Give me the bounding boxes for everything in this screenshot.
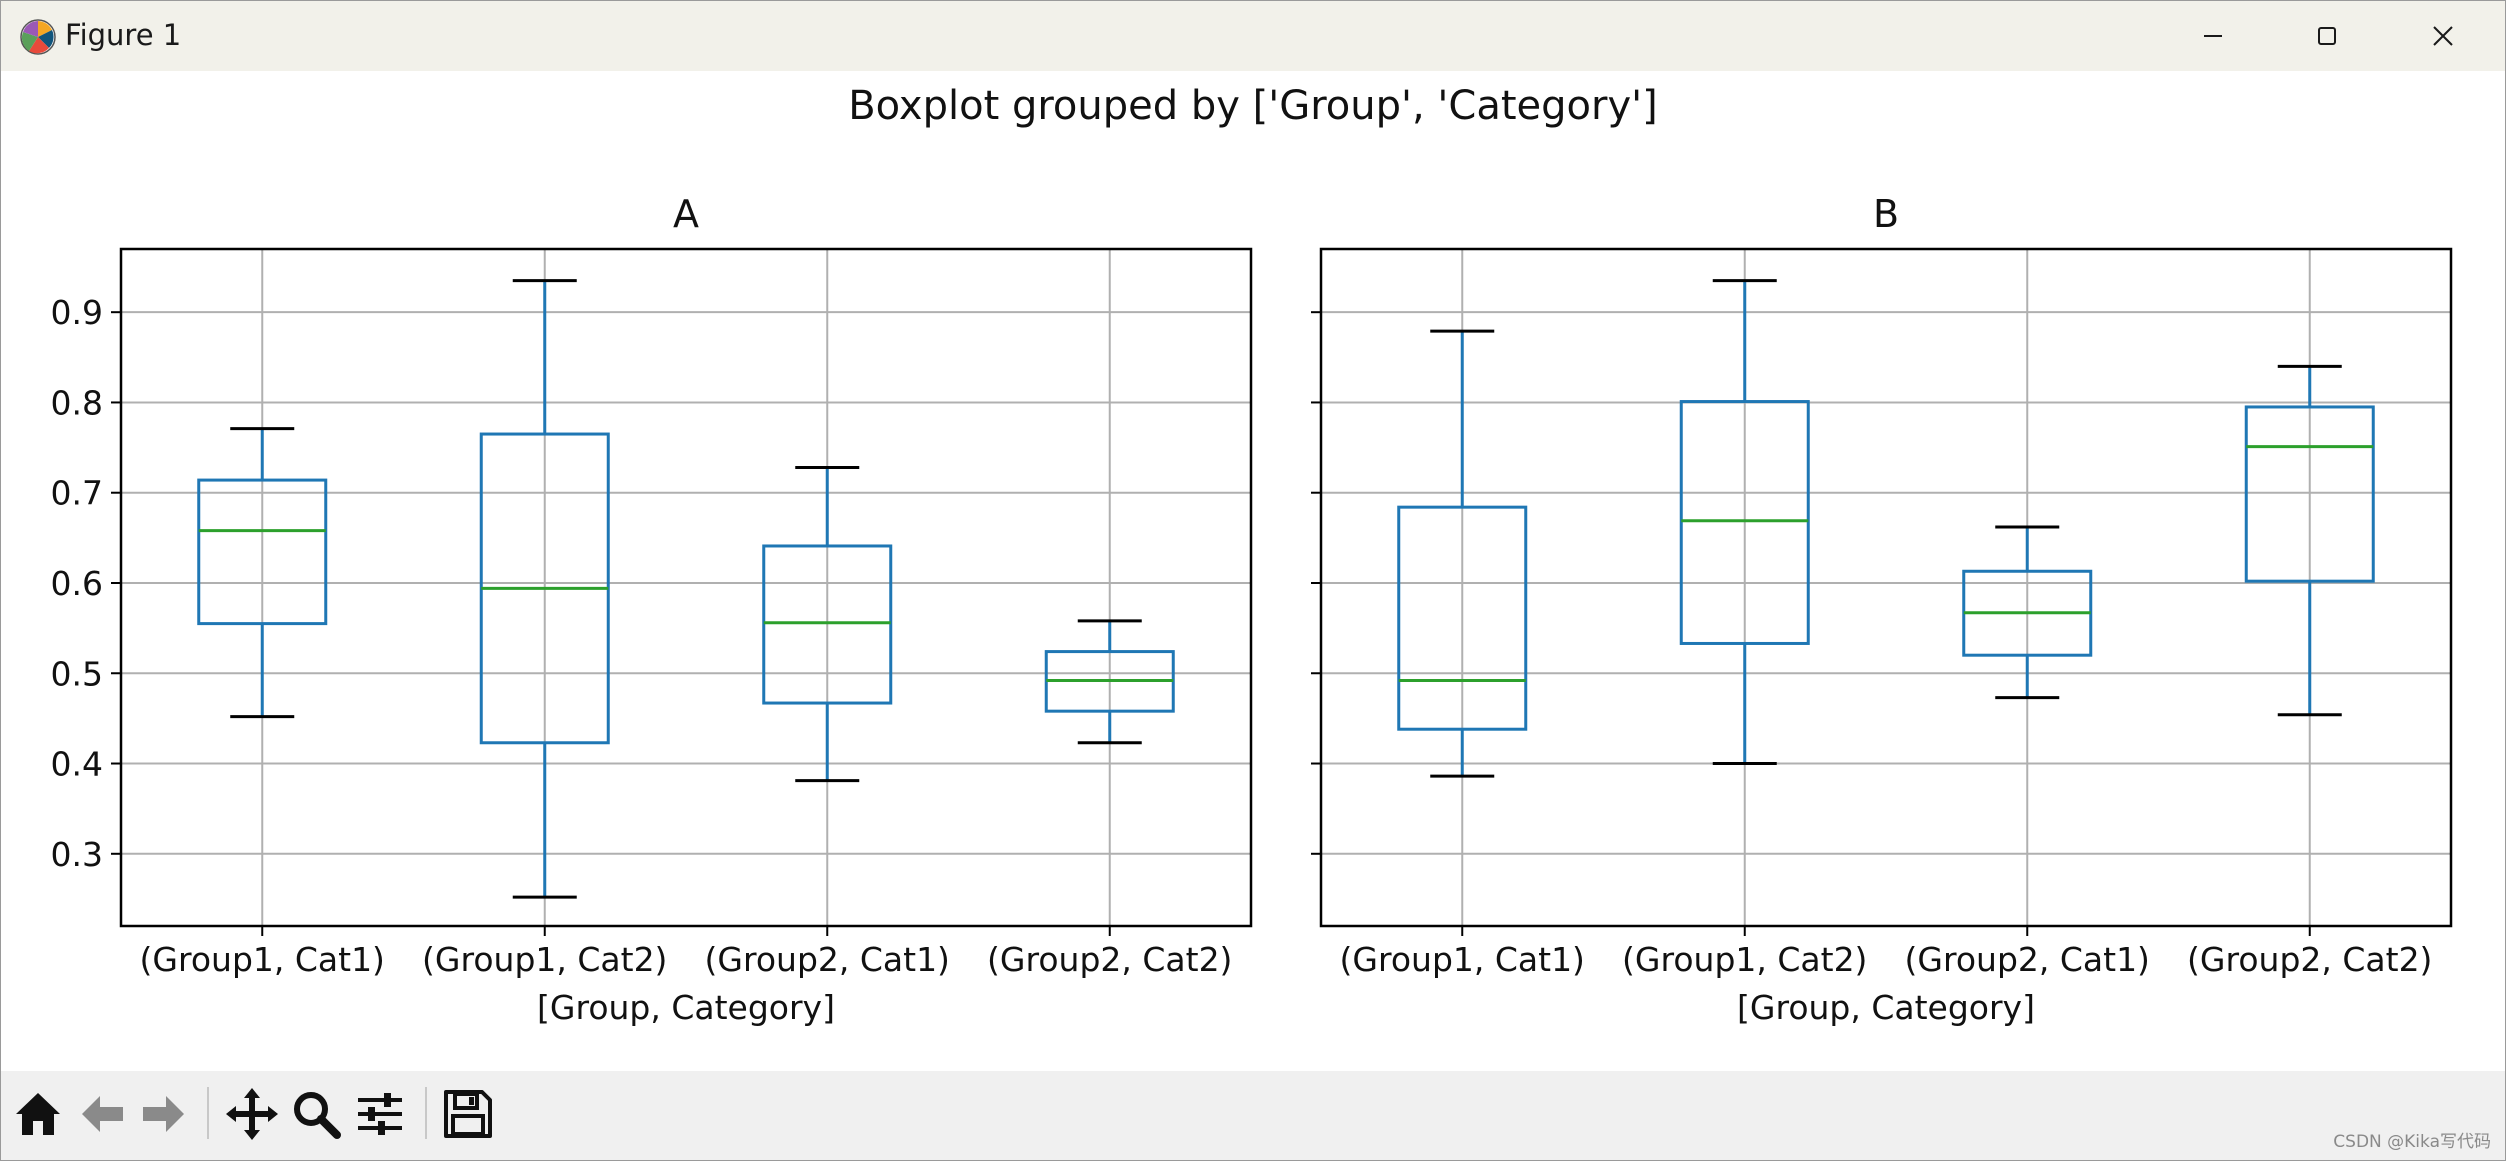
matplotlib-logo-icon [20,19,56,55]
x-tick-label: (Group2, Cat2) [2187,940,2432,979]
box-iqr [1397,505,1528,731]
minimize-button[interactable] [2157,1,2269,71]
configure-subplots-button[interactable] [349,1083,411,1145]
axes-frame [1319,247,2453,928]
title-bar[interactable]: Figure 1 [1,1,2505,71]
maximize-icon [2318,27,2336,45]
save-floppy-icon [444,1090,492,1138]
home-icon [16,1093,60,1135]
back-arrow-icon [82,1096,123,1132]
watermark-text: CSDN @Kika写代码 [2333,1132,2491,1152]
toolbar-separator [207,1087,209,1139]
axes-frame [119,247,1253,928]
forward-button[interactable] [133,1083,195,1145]
chart-suptitle: Boxplot grouped by ['Group', 'Category'] [848,83,1658,129]
close-icon [2433,26,2453,46]
boxplot-figure: Boxplot grouped by ['Group', 'Category']… [51,83,2453,1027]
y-tick-label: 0.9 [51,293,103,332]
x-axis-label: [Group, Category] [537,988,835,1027]
x-tick-label: (Group1, Cat1) [1340,940,1585,979]
x-tick-label: (Group1, Cat1) [140,940,385,979]
x-tick-label: (Group1, Cat2) [422,940,667,979]
home-button[interactable] [7,1083,69,1145]
box-iqr [197,478,328,626]
x-tick-label: (Group2, Cat2) [987,940,1232,979]
x-tick-label: (Group2, Cat1) [1905,940,2150,979]
minimize-icon [2204,35,2222,37]
panel-title: B [1873,192,1899,236]
toolbar-separator [425,1087,427,1139]
zoom-button[interactable] [285,1083,347,1145]
close-button[interactable] [2387,1,2499,71]
navigation-toolbar: CSDN @Kika写代码 [1,1071,2505,1160]
y-tick-label: 0.4 [51,745,103,784]
figure-canvas[interactable]: Boxplot grouped by ['Group', 'Category']… [1,71,2505,1071]
pan-move-icon [226,1088,278,1140]
x-tick-label: (Group2, Cat1) [705,940,950,979]
y-tick-label: 0.5 [51,654,103,693]
x-tick-label: (Group1, Cat2) [1622,940,1867,979]
pan-button[interactable] [221,1083,283,1145]
forward-arrow-icon [143,1096,184,1132]
y-tick-label: 0.6 [51,564,103,603]
maximize-button[interactable] [2271,1,2383,71]
x-axis-label: [Group, Category] [1737,988,2035,1027]
subplots-config-icon [358,1093,402,1135]
zoom-magnifier-icon [294,1092,341,1139]
back-button[interactable] [71,1083,133,1145]
box-iqr [762,544,893,705]
box-iqr [1679,400,1810,645]
y-tick-label: 0.8 [51,383,103,422]
box-iqr [2244,405,2375,583]
y-tick-label: 0.7 [51,474,103,513]
window-title: Figure 1 [65,18,182,52]
save-button[interactable] [437,1083,499,1145]
panel-title: A [673,192,699,236]
y-tick-label: 0.3 [51,835,103,874]
